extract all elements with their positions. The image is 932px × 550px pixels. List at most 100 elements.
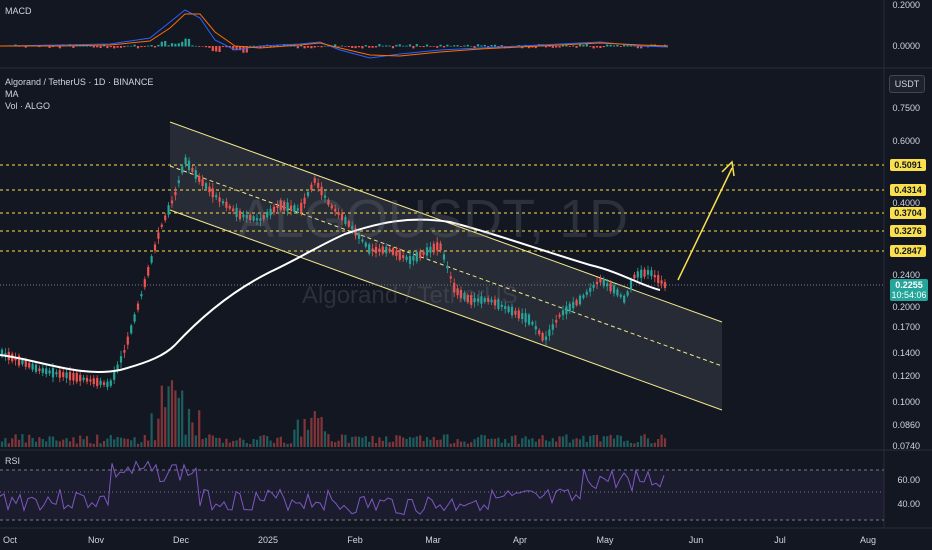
volume-bar [92,443,95,447]
volume-bar [300,436,303,447]
macd-histogram-bar [340,45,344,47]
macd-histogram-bar [402,45,405,47]
macd-histogram-bar [558,46,561,48]
volume-bar [344,434,347,447]
price-tick: 0.7500 [892,103,920,113]
level-tag[interactable]: 0.2847 [890,245,926,257]
macd-histogram-bar [493,44,497,47]
candle-body [51,367,55,378]
volume-bar [296,419,299,447]
candle-body [133,314,136,322]
candle-body [136,303,140,310]
candle-body [89,379,92,382]
current-price-tag[interactable]: 0.2255 10:54:06 [890,279,928,301]
volume-bar [480,434,483,447]
macd-histogram-bar [459,46,463,47]
macd-histogram-bar [276,44,279,47]
ma-indicator-label[interactable]: MA [5,89,19,99]
macd-histogram-bar [225,46,228,48]
macd-histogram-bar [385,45,388,47]
rsi-tick: 40.00 [897,499,920,509]
macd-histogram-bar [487,46,490,49]
volume-bar [242,439,245,447]
candle-body [368,244,371,254]
volume-bar [640,435,643,447]
candle-body [313,178,316,183]
candle-body [45,368,48,375]
candle-body [99,380,102,385]
candle-body [381,246,384,254]
volume-indicator-label[interactable]: Vol · ALGO [5,101,51,111]
macd-histogram-bar [187,38,191,47]
volume-bar [177,397,180,447]
volume-bar [113,439,116,447]
candle-body [109,380,112,386]
macd-histogram-bar [167,45,170,47]
candle-body [211,188,214,198]
candle-body [48,370,51,374]
macd-histogram-bar [272,46,276,47]
candle-body [374,246,378,254]
currency-button[interactable]: USDT [889,75,925,93]
candle-body [164,215,167,221]
symbol-title[interactable]: Algorand / TetherUS · 1D · BINANCE [5,77,154,87]
volume-bar [490,438,493,447]
volume-bar [510,436,514,447]
volume-bar [599,441,602,447]
candle-body [408,255,412,265]
macd-histogram-bar [123,46,126,48]
volume-bar [225,438,228,447]
volume-bar [65,438,68,447]
time-tick: Oct [2,535,18,545]
volume-bar [439,439,442,447]
volume-bar [582,435,585,447]
volume-bar [170,380,174,447]
level-tag[interactable]: 0.4314 [890,184,926,196]
volume-bar [646,438,650,447]
macd-histogram-bar [249,45,252,47]
candle-body [527,314,531,325]
projection-arrow[interactable] [677,167,733,281]
volume-bar [538,438,541,447]
level-tag[interactable]: 0.5091 [890,159,926,171]
volume-bar [31,437,34,447]
candle-body [572,301,575,309]
level-tag[interactable]: 0.3704 [890,207,926,219]
watermark-name: Algorand / TetherUS [302,282,518,309]
macd-label[interactable]: MACD [5,6,32,16]
rsi-tick: 60.00 [897,475,920,485]
macd-histogram-bar [140,46,143,48]
channel-lower-line[interactable] [169,209,723,411]
candle-body [419,251,422,259]
macd-histogram-bar [490,44,493,47]
volume-bar [150,413,153,447]
candle-body [116,364,119,370]
rsi-label[interactable]: RSI [5,456,21,466]
candle-body [466,295,469,303]
volume-bar [201,439,204,447]
candle-body [555,320,558,323]
macd-histogram-bar [582,44,585,47]
candle-body [517,310,520,319]
volume-bar [524,436,527,447]
volume-bar [653,442,656,447]
moving-average-line[interactable] [0,218,661,374]
volume-bar [405,438,408,447]
candle-body [96,378,99,386]
candle-body [565,306,568,315]
candle-body [548,329,551,336]
macd-histogram-bar [245,46,248,53]
candle-body [289,205,293,210]
volume-bar [619,435,622,447]
candle-body [463,293,466,300]
candle-body [157,232,160,239]
volume-bar [130,440,133,447]
candle-body [262,214,265,220]
macd-histogram-bar [174,43,177,47]
volume-bar [204,437,208,447]
level-tag[interactable]: 0.3276 [890,225,926,237]
candle-body [385,246,388,254]
volume-bar [75,443,78,447]
bar-countdown: 10:54:06 [891,290,927,300]
